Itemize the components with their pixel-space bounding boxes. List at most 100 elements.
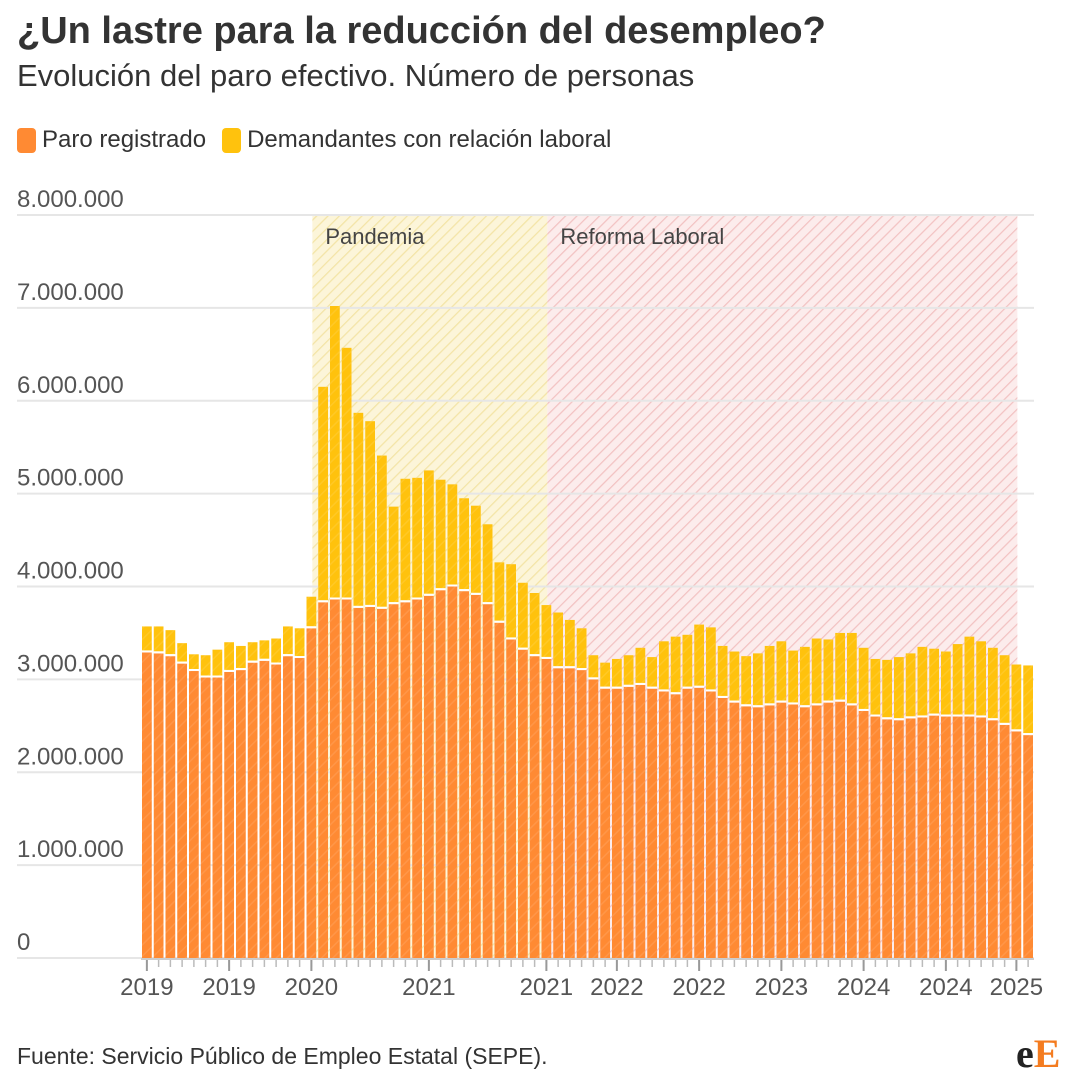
bar-texture [494, 562, 505, 958]
bar-separator [858, 708, 869, 711]
y-tick-label: 4.000.000 [17, 558, 124, 585]
y-tick-label: 7.000.000 [17, 279, 124, 306]
chart-title: ¿Un lastre para la reducción del desempl… [17, 10, 826, 52]
bar-separator [929, 713, 939, 716]
bar-texture [670, 636, 681, 958]
bar-texture [153, 626, 164, 958]
bar-separator [717, 695, 728, 698]
bar-separator [764, 703, 775, 706]
publisher-logo: eE [1016, 1030, 1060, 1077]
bar-separator [988, 718, 998, 721]
x-tick-label: 2025 [990, 974, 1043, 1001]
x-tick-label: 2019 [202, 974, 255, 1001]
bar-separator [647, 686, 657, 689]
bar-separator [541, 656, 552, 659]
bar-texture [999, 655, 1010, 958]
bar-separator [353, 605, 364, 608]
bar-separator [494, 620, 505, 623]
chart-plot: 0 1.000.000 2.000.000 3.000.000 4.000.000 5.0… [17, 186, 1043, 1001]
bar-separator [341, 597, 352, 600]
bar-texture [200, 655, 211, 958]
bar-separator [529, 654, 540, 657]
bar-separator [999, 722, 1010, 725]
bar-texture [659, 641, 669, 958]
y-tick-label: 8.000.000 [17, 186, 124, 213]
bar-separator [800, 705, 810, 708]
bar-texture [1011, 664, 1022, 958]
bar-separator [200, 675, 211, 678]
bar-separator [247, 660, 258, 663]
bar-texture [424, 470, 434, 958]
bar-texture [576, 628, 587, 958]
y-tick-label: 1.000.000 [17, 836, 124, 863]
annotation-label: Reforma Laboral [560, 224, 724, 249]
bar-separator [976, 715, 986, 718]
legend-swatch-demandantes [222, 127, 242, 153]
bar-texture [882, 659, 892, 958]
x-tick-label: 2024 [919, 974, 972, 1001]
bar-separator [365, 604, 375, 607]
bar-separator [659, 689, 669, 692]
bars [142, 306, 1033, 959]
bar-separator [1011, 729, 1022, 732]
bar-texture [247, 642, 258, 958]
bar-separator [377, 606, 387, 609]
annotation-labels: Pandemia Reforma Laboral [325, 224, 724, 249]
bar-separator [894, 718, 904, 721]
bar-texture [623, 655, 634, 958]
bar-separator [471, 592, 481, 595]
y-axis-labels: 0 1.000.000 2.000.000 3.000.000 4.000.000 5.0… [17, 186, 124, 956]
x-tick-label: 2022 [672, 974, 725, 1001]
bar-separator [212, 675, 223, 678]
bar-separator [424, 593, 434, 596]
legend: Paro registrado Demandantes con relación… [17, 126, 627, 154]
bar-texture [294, 628, 305, 958]
bar-texture [283, 626, 293, 958]
bar-texture [377, 455, 387, 958]
bar-texture [471, 505, 481, 958]
bar-texture [976, 641, 986, 958]
bar-separator [635, 682, 646, 685]
legend-item-demandantes: Demandantes con relación laboral [222, 126, 611, 154]
bar-separator [224, 669, 234, 672]
bar-texture [988, 647, 998, 958]
bar-texture [694, 624, 704, 958]
x-tick-label: 2020 [285, 974, 338, 1001]
bar-separator [388, 602, 399, 605]
bar-texture [341, 347, 352, 958]
bar-separator [588, 677, 599, 680]
bar-texture [353, 412, 364, 959]
bar-separator [294, 656, 305, 659]
bar-separator [870, 714, 881, 717]
bar-texture [435, 479, 446, 958]
bar-separator [694, 685, 704, 688]
bar-separator [435, 588, 446, 591]
bar-texture [823, 639, 834, 958]
bar-texture [506, 564, 516, 958]
bar-texture [482, 524, 493, 958]
bar-texture [271, 638, 281, 958]
bar-texture [729, 651, 740, 958]
bar-separator [236, 668, 246, 671]
bar-texture [894, 657, 904, 958]
bar-separator [964, 714, 975, 717]
bar-texture [318, 386, 328, 959]
bar-texture [776, 641, 787, 958]
bar-texture [929, 648, 939, 958]
x-tick-label: 2021 [402, 974, 455, 1001]
bar-texture [870, 658, 881, 958]
y-tick-label: 6.000.000 [17, 372, 124, 399]
bar-separator [189, 669, 199, 672]
bar-texture [635, 647, 646, 958]
bar-separator [823, 700, 834, 703]
bar-texture [447, 484, 458, 958]
bar-texture [717, 645, 728, 958]
bar-texture [964, 636, 975, 958]
x-tick-label: 2021 [520, 974, 573, 1001]
x-tick-label: 2024 [837, 974, 890, 1001]
legend-label-paro: Paro registrado [42, 126, 207, 153]
chart-subtitle: Evolución del paro efectivo. Número de p… [17, 58, 695, 93]
bar-texture [600, 662, 610, 958]
y-tick-label: 2.000.000 [17, 743, 124, 770]
bar-separator [729, 700, 740, 703]
